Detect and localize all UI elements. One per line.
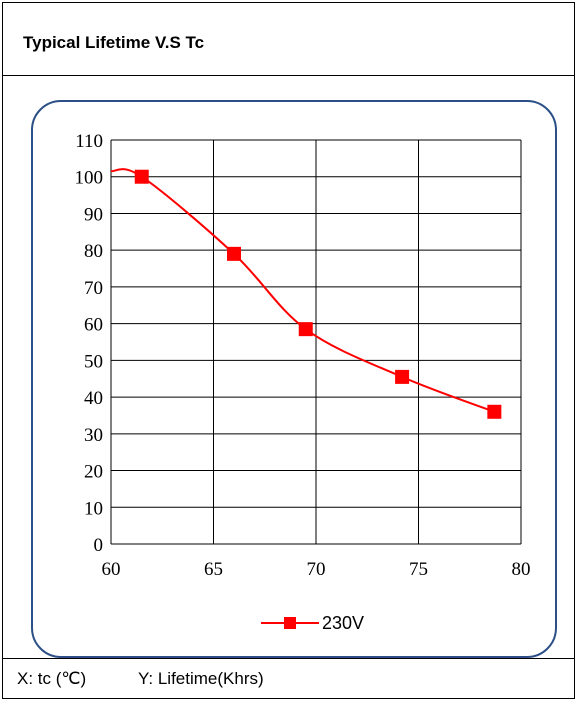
data-point-marker <box>298 322 313 337</box>
legend: 230V <box>261 613 364 633</box>
legend-label: 230V <box>322 613 364 633</box>
y-tick-label: 40 <box>84 388 103 409</box>
y-tick-label: 70 <box>84 278 103 299</box>
y-tick-label: 100 <box>75 168 104 189</box>
tick-labels: 0 10 20 30 40 50 60 70 80 90 100 110 60 65 70 75 80 <box>75 131 531 580</box>
x-tick-label: 60 <box>102 559 121 580</box>
chart-title: Typical Lifetime V.S Tc <box>23 33 205 52</box>
series-line <box>110 168 495 413</box>
data-point-marker <box>134 169 149 184</box>
y-tick-label: 80 <box>84 241 103 262</box>
y-tick-label: 50 <box>84 351 103 372</box>
x-tick-label: 70 <box>307 559 326 580</box>
header: Typical Lifetime V.S Tc <box>3 3 574 76</box>
data-point-marker <box>395 369 410 384</box>
footer: X: tc (℃) Y: Lifetime(Khrs) <box>3 658 574 698</box>
y-axis-note: Y: Lifetime(Khrs) <box>138 669 264 688</box>
y-tick-label: 60 <box>84 315 103 336</box>
y-tick-label: 110 <box>75 131 103 152</box>
y-tick-label: 10 <box>84 498 103 519</box>
y-tick-label: 0 <box>94 535 104 556</box>
data-point-marker <box>227 246 241 261</box>
y-tick-label: 30 <box>84 425 103 446</box>
x-tick-label: 75 <box>409 559 428 580</box>
series-group <box>110 168 502 419</box>
chart-card: 0 10 20 30 40 50 60 70 80 90 100 110 60 65 70 75 80 230V <box>31 100 557 658</box>
y-tick-label: 20 <box>84 462 103 483</box>
y-tick-label: 90 <box>84 204 103 225</box>
x-tick-label: 80 <box>512 559 531 580</box>
x-tick-label: 65 <box>204 559 223 580</box>
data-point-marker <box>487 404 502 419</box>
lifetime-chart: 0 10 20 30 40 50 60 70 80 90 100 110 60 65 70 75 80 230V <box>75 131 531 633</box>
x-axis-note: X: tc (℃) <box>17 669 87 688</box>
legend-marker <box>284 617 296 629</box>
grid <box>110 139 522 545</box>
